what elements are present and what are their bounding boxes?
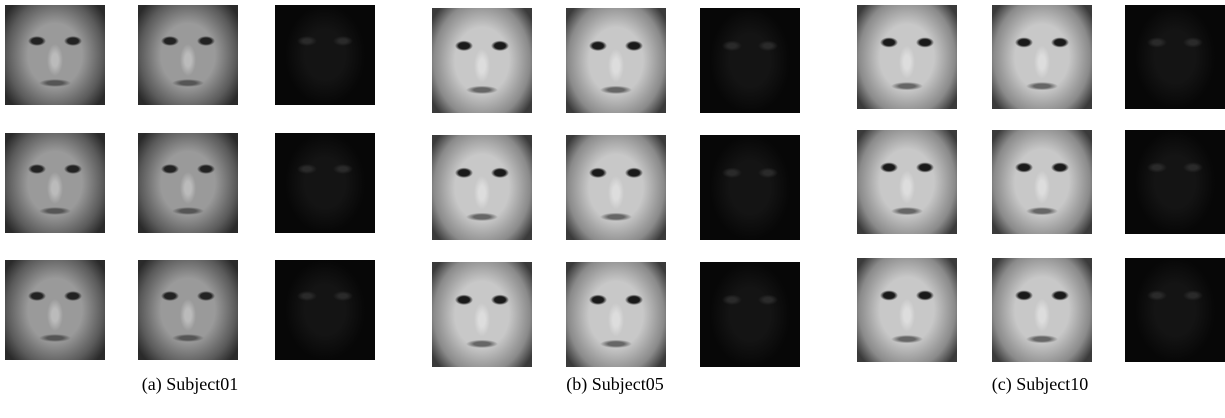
face-image — [566, 262, 666, 367]
residual-image — [275, 260, 375, 360]
face-image — [5, 133, 105, 233]
face-image — [138, 5, 238, 105]
subfigure-caption: (b) Subject05 — [465, 374, 765, 395]
residual-image — [1125, 130, 1225, 234]
subfigure-caption: (c) Subject10 — [890, 374, 1190, 395]
face-image — [5, 260, 105, 360]
face-image — [138, 133, 238, 233]
residual-image — [700, 8, 800, 113]
residual-image — [275, 133, 375, 233]
residual-image — [1125, 5, 1225, 109]
subfigure-caption: (a) Subject01 — [40, 374, 340, 395]
face-image — [992, 130, 1092, 234]
face-image — [566, 135, 666, 240]
face-image — [992, 258, 1092, 362]
residual-image — [275, 5, 375, 105]
face-image — [5, 5, 105, 105]
face-image — [566, 8, 666, 113]
face-image — [992, 5, 1092, 109]
face-image — [857, 258, 957, 362]
face-image — [857, 130, 957, 234]
residual-image — [700, 262, 800, 367]
residual-image — [700, 135, 800, 240]
face-image — [432, 135, 532, 240]
face-image — [138, 260, 238, 360]
face-image — [432, 262, 532, 367]
face-image — [857, 5, 957, 109]
figure: (a) Subject01 (b) Subject05 (c) Subject1… — [0, 0, 1225, 418]
face-image — [432, 8, 532, 113]
residual-image — [1125, 258, 1225, 362]
